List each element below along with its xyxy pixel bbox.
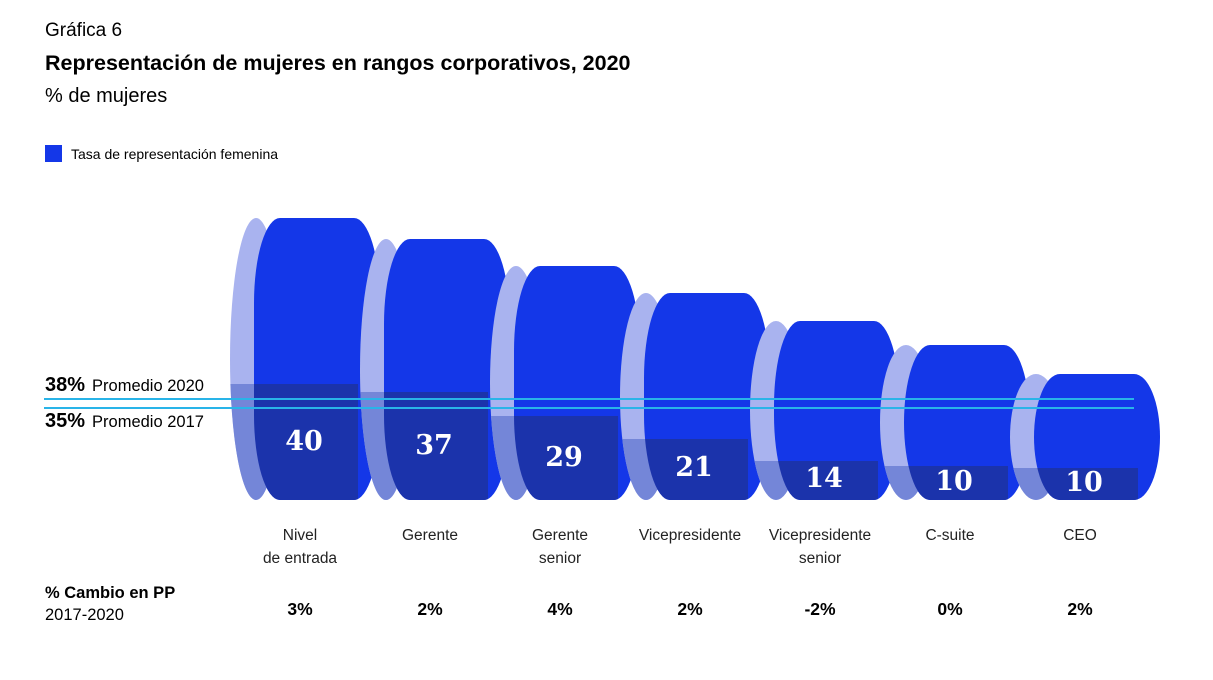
reference-label-2017: 35% Promedio 2017 [45,410,204,433]
bar-value-label: 10 [935,466,973,497]
funnel-bar [1010,374,1160,500]
category-label: Vicepresidente [638,527,742,544]
cylinder-body [904,345,1030,500]
reference-name-2017: Promedio 2017 [92,413,204,431]
chart-subtitle: % de mujeres [45,85,168,107]
category-label: Nivel de entrada [262,527,338,568]
cylinder-body [774,321,900,500]
funnel-bar [750,321,900,500]
cylinder-body-shade [254,384,358,500]
funnel-bar [360,239,510,500]
change-row-title: % Cambio en PP [45,584,176,602]
reference-value-2017: 35% [45,410,86,432]
change-value: 2% [1067,599,1093,619]
change-value: 2% [677,599,703,619]
change-value: 4% [547,599,573,619]
change-value: 0% [937,599,963,619]
cylinder-body-shade [384,392,488,500]
funnel-bar [880,345,1030,500]
reference-value-2020: 38% [45,374,86,396]
change-value: -2% [804,599,836,619]
page-title: Representación de mujeres en rangos corp… [45,51,631,75]
cylinder-body-shade [645,439,748,500]
funnel-bar [490,266,640,500]
bar-value-label: 40 [285,426,323,457]
cylinder-body-shade [1037,468,1138,500]
legend-swatch-icon [45,145,62,162]
reference-label-2020: 38% Promedio 2020 [45,374,204,397]
change-value: 2% [417,599,443,619]
category-label: Gerente [401,527,458,544]
cylinder-body-shade [908,466,1008,500]
legend: Tasa de representación femenina [45,145,278,162]
category-label: Gerente senior [531,527,588,568]
change-row-subtitle: 2017-2020 [45,606,124,624]
chart-eyebrow: Gráfica 6 [45,20,123,41]
reference-name-2020: Promedio 2020 [92,377,204,395]
category-label: CEO [1063,527,1097,544]
funnel-bar [230,218,380,500]
change-value: 3% [287,599,313,619]
bar-value-label: 29 [545,442,583,473]
bar-value-label: 10 [1065,467,1103,498]
category-label: Vicepresidente senior [768,527,872,568]
bar-value-label: 14 [805,463,843,494]
bar-value-label: 37 [415,430,453,461]
category-label: C-suite [925,527,975,544]
bar-value-label: 21 [675,452,713,483]
cylinder-body-shade [514,416,618,500]
cylinder-body-shade [778,461,878,500]
legend-label: Tasa de representación femenina [71,145,279,162]
funnel-bar [620,293,770,500]
